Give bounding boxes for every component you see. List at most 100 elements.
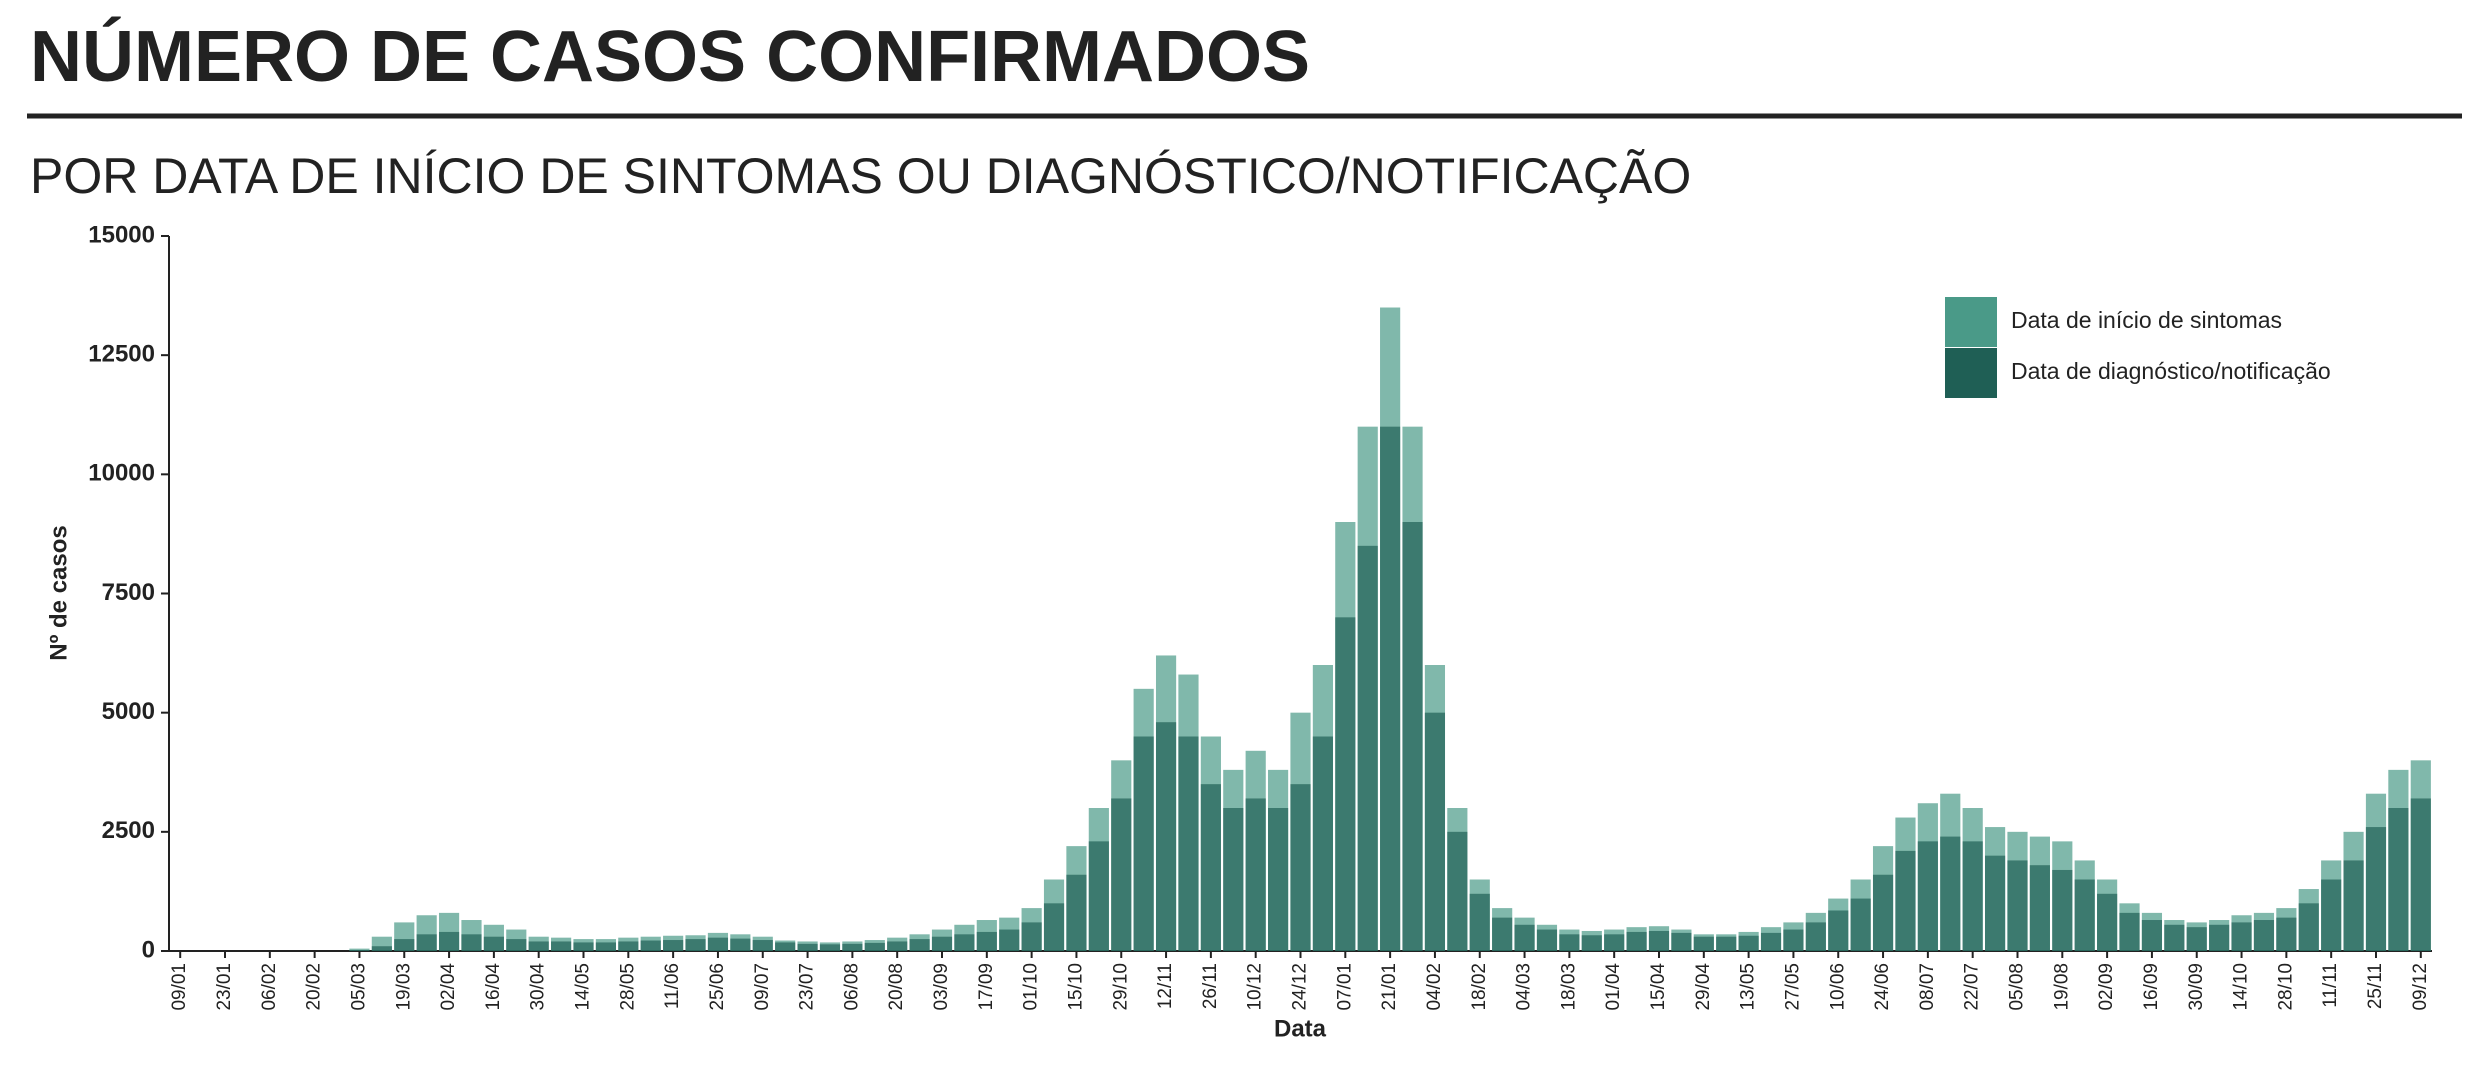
bar	[1043, 903, 1065, 951]
x-tick-label: 28/05	[617, 963, 638, 1011]
x-tick-label: 17/09	[976, 963, 997, 1011]
y-tick-label: 7500	[102, 579, 155, 606]
bar	[1626, 931, 1647, 951]
x-tick-label: 24/12	[1290, 963, 1311, 1011]
bar	[976, 931, 997, 951]
x-tick-label: 05/08	[2007, 963, 2028, 1011]
x-tick-label: 12/11	[1155, 963, 1176, 1009]
bar	[618, 941, 639, 951]
bar	[2253, 920, 2275, 951]
bar	[999, 929, 1020, 951]
bar	[1962, 841, 1983, 951]
y-tick-label: 15000	[88, 221, 155, 248]
bar	[461, 934, 482, 951]
bar	[640, 940, 661, 951]
bar	[1604, 934, 1625, 951]
bar	[1514, 924, 1535, 951]
bar	[2074, 879, 2095, 951]
x-tick-label: 26/11	[1200, 963, 1221, 1009]
bar	[1088, 841, 1109, 951]
bar	[1312, 736, 1333, 951]
bar	[1985, 855, 2006, 951]
bar	[2186, 927, 2207, 951]
x-axis-label: Data	[1274, 1015, 1327, 1042]
bar	[1200, 784, 1221, 951]
x-tick-label: 23/01	[214, 963, 235, 1011]
x-tick-label: 09/07	[752, 963, 773, 1011]
x-tick-label: 06/02	[259, 963, 280, 1011]
legend-label: Data de início de sintomas	[2011, 307, 2282, 333]
bar	[1402, 522, 1423, 951]
bar	[2209, 924, 2230, 951]
bar	[819, 944, 841, 951]
x-tick-label: 01/04	[1603, 963, 1624, 1011]
x-tick-label: 09/01	[169, 963, 190, 1011]
bar	[1559, 934, 1580, 951]
bar	[1178, 736, 1199, 951]
bar	[595, 942, 616, 951]
x-tick-label: 10/06	[1827, 963, 1848, 1011]
bar	[2365, 827, 2387, 951]
y-tick-label: 12500	[88, 341, 155, 368]
y-tick-label: 5000	[102, 698, 155, 725]
bar	[909, 939, 930, 951]
bar	[931, 936, 953, 951]
bar	[2164, 924, 2185, 951]
x-tick-label: 24/06	[1872, 963, 1893, 1011]
x-tick-label: 05/03	[348, 963, 369, 1011]
x-tick-label: 08/07	[1917, 963, 1938, 1011]
x-tick-label: 19/08	[2051, 963, 2072, 1011]
x-tick-label: 13/05	[1738, 963, 1759, 1011]
bar	[1223, 808, 1244, 951]
bar	[1760, 932, 1782, 951]
bar	[1424, 712, 1446, 951]
x-tick-label: 02/04	[438, 963, 459, 1011]
x-tick-label: 30/04	[528, 963, 549, 1011]
bar	[2141, 920, 2163, 951]
x-tick-label: 29/04	[1693, 963, 1714, 1011]
bar	[1693, 936, 1714, 951]
chart-subtitle: POR DATA DE INÍCIO DE SINTOMAS OU DIAGNÓ…	[30, 148, 1691, 204]
bar	[1716, 936, 1737, 951]
x-tick-label: 16/09	[2141, 963, 2162, 1011]
bar	[1111, 798, 1132, 951]
bar	[707, 937, 729, 951]
x-tick-label: 14/05	[573, 963, 594, 1011]
bar	[2052, 869, 2073, 951]
x-tick-label: 09/12	[2410, 963, 2431, 1011]
legend-swatch	[1945, 348, 1997, 398]
bar	[349, 948, 370, 951]
x-tick-label: 06/08	[841, 963, 862, 1011]
bar	[506, 939, 527, 951]
x-tick-label: 15/04	[1648, 963, 1669, 1011]
bar	[2029, 865, 2050, 951]
bar	[1581, 935, 1602, 951]
x-tick-label: 10/12	[1245, 963, 1266, 1011]
bar	[1872, 874, 1894, 951]
bar	[1447, 831, 1468, 951]
bar	[394, 939, 415, 951]
bar	[1850, 898, 1871, 951]
bar	[1021, 922, 1042, 951]
bar	[2276, 917, 2297, 951]
x-tick-label: 11/11	[2320, 963, 2341, 1008]
bar	[2298, 903, 2319, 951]
x-tick-label: 25/11	[2365, 963, 2386, 1009]
bar	[2007, 860, 2028, 951]
bar	[2321, 879, 2342, 951]
bar	[1671, 932, 1692, 951]
bar	[864, 942, 885, 951]
x-tick-label: 29/10	[1110, 963, 1131, 1011]
bar	[2343, 860, 2364, 951]
bar	[1268, 808, 1289, 951]
x-tick-label: 04/02	[1424, 963, 1445, 1011]
bar	[2388, 808, 2409, 951]
y-axis-label: Nº de casos	[45, 525, 72, 661]
bar	[1335, 617, 1356, 951]
bar	[752, 940, 773, 951]
bar	[551, 941, 572, 951]
x-tick-label: 15/10	[1065, 963, 1086, 1011]
bar	[1536, 929, 1558, 951]
